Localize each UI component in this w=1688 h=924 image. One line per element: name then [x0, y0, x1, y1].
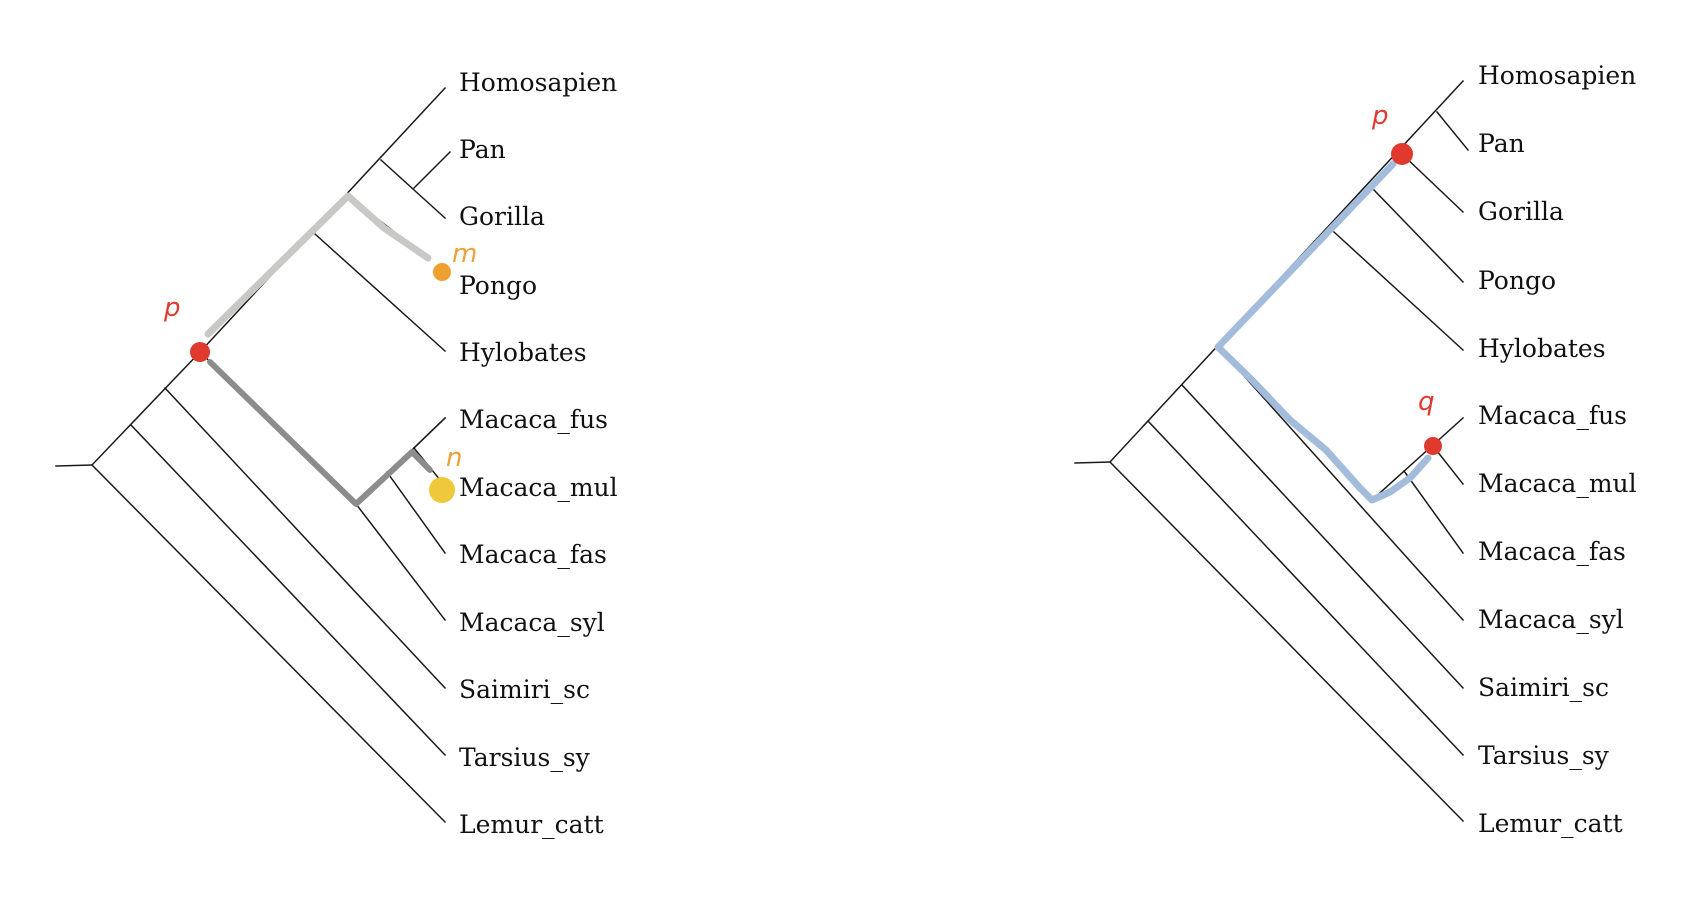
node-p [1391, 143, 1413, 165]
taxon-label: Saimiri_sc [1478, 673, 1609, 702]
edge-macaca-fas [1402, 469, 1465, 555]
root-stub [55, 464, 93, 467]
node-p [190, 342, 210, 362]
taxon-label: Macaca_fus [459, 405, 608, 434]
taxon-label: Lemur_catt [1478, 809, 1623, 838]
taxon-label: Macaca_fas [1478, 537, 1626, 566]
edge-macaca-syl [354, 502, 447, 622]
taxon-label: Tarsius_sy [1478, 741, 1610, 770]
path-p-to-q [1214, 160, 1432, 504]
edge-root-spine [90, 350, 202, 467]
edge-saimiri [163, 386, 447, 690]
taxon-label: Pongo [459, 271, 537, 300]
taxon-label: Homosapien [1478, 61, 1636, 90]
taxon-label: Macaca_fus [1478, 401, 1627, 430]
left-tree-labels: Homosapien Pan Gorilla Pongo Hylobates M… [163, 68, 618, 839]
edge-pongo [1372, 188, 1465, 284]
edge-pan [1435, 110, 1470, 152]
edge-gorilla [1400, 152, 1465, 214]
annotation-p: p [1371, 101, 1389, 131]
edge-gorilla [379, 158, 447, 220]
edge-macaca-fus [412, 416, 447, 450]
taxon-label: Homosapien [459, 68, 617, 97]
node-n [429, 477, 455, 503]
taxon-label: Tarsius_sy [459, 743, 591, 772]
edge-old-world [1216, 345, 1465, 622]
edge-tarsius [129, 423, 447, 757]
taxon-label: Saimiri_sc [459, 675, 590, 704]
path-p-to-m [204, 192, 432, 338]
left-tree: Homosapien Pan Gorilla Pongo Hylobates M… [55, 68, 618, 839]
taxon-label: Macaca_fas [459, 540, 607, 569]
left-tree-highlights [190, 192, 455, 507]
annotation-n: n [446, 443, 462, 473]
taxon-label: Hylobates [1478, 334, 1606, 363]
annotation-q: q [1418, 387, 1435, 417]
taxon-label: Pongo [1478, 266, 1556, 295]
taxon-label: Macaca_mul [459, 473, 618, 502]
node-q [1424, 437, 1442, 455]
taxon-label: Pan [459, 135, 506, 164]
edge-macaca-fas [385, 470, 447, 555]
taxon-label: Gorilla [1478, 197, 1564, 226]
path-p-to-n [207, 359, 433, 507]
taxon-label: Macaca_syl [1478, 605, 1624, 634]
root-stub [1074, 461, 1111, 464]
edge-lemur [1108, 460, 1465, 823]
taxon-label: Macaca_mul [1478, 469, 1637, 498]
taxon-label: Lemur_catt [459, 810, 604, 839]
taxon-label: Pan [1478, 129, 1525, 158]
left-tree-edges [55, 86, 452, 824]
right-tree-highlights [1214, 143, 1442, 504]
taxon-label: Macaca_syl [459, 608, 605, 637]
annotation-m: m [452, 239, 477, 269]
edge-pan [412, 150, 452, 190]
edge-hylobates [313, 232, 447, 353]
node-m [433, 263, 451, 281]
taxon-label: Gorilla [459, 202, 545, 231]
taxon-label: Hylobates [459, 338, 587, 367]
edge-hylobates [1332, 230, 1465, 352]
edge-macaca-spine [1370, 416, 1465, 502]
right-tree: Homosapien Pan Gorilla Pongo Hylobates M… [1074, 61, 1637, 838]
annotation-p: p [163, 293, 181, 323]
right-tree-edges [1074, 79, 1470, 823]
right-tree-labels: Homosapien Pan Gorilla Pongo Hylobates M… [1371, 61, 1637, 838]
edge-saimiri [1180, 383, 1465, 690]
edge-lemur [90, 463, 447, 824]
edge-tarsius [1146, 419, 1465, 757]
